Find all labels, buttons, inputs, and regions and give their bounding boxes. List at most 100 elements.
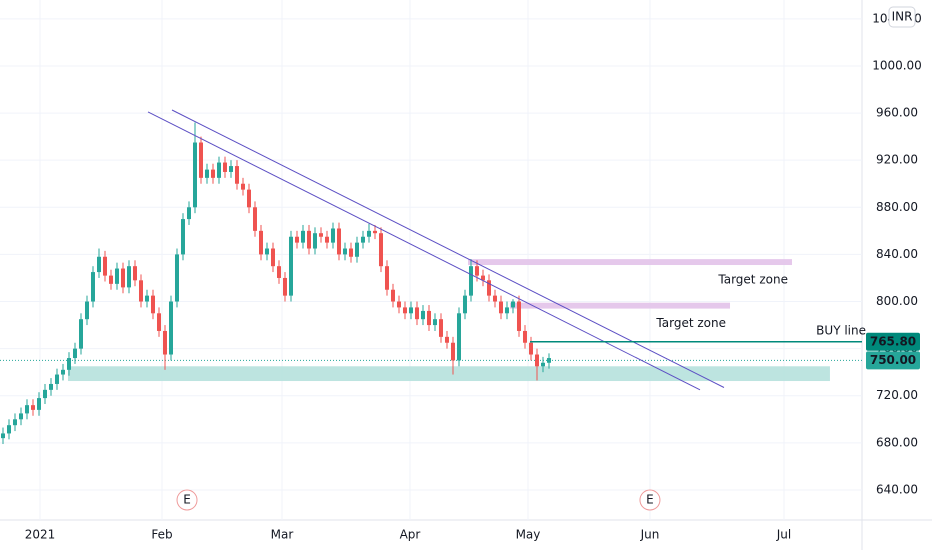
y-tick-label: 840.00 <box>876 247 918 261</box>
candle-body <box>534 354 539 367</box>
candle-body <box>168 301 173 355</box>
candle-body <box>12 419 17 426</box>
y-tick-label: 640.00 <box>876 482 918 496</box>
candle-body <box>312 233 317 249</box>
event-marker <box>639 489 661 511</box>
candle-body <box>150 295 155 314</box>
x-tick-label: Mar <box>271 528 294 542</box>
candle-body <box>384 266 389 290</box>
candle-body <box>288 236 293 296</box>
candle-body <box>144 295 149 302</box>
candle-body <box>114 268 119 284</box>
candle-body <box>180 219 185 255</box>
candle-body <box>162 330 167 355</box>
candle-body <box>228 166 233 172</box>
candle-body <box>78 319 83 349</box>
candle-body <box>468 266 473 296</box>
candle-body <box>402 307 407 314</box>
candle-body <box>420 310 425 320</box>
y-tick-label: 720.00 <box>876 388 918 402</box>
candle-body <box>216 162 221 178</box>
candle-body <box>324 236 329 243</box>
buy-line-label: BUY line <box>816 323 866 337</box>
y-tick-label: 960.00 <box>876 106 918 120</box>
trend-line <box>147 111 701 391</box>
candle-body <box>330 228 335 243</box>
x-tick-label: Jul <box>776 528 791 542</box>
candle-body <box>234 166 239 184</box>
candle-body <box>426 310 431 326</box>
candle-body <box>30 405 35 410</box>
candle-body <box>138 280 143 302</box>
candle-body <box>522 330 527 343</box>
zone-label: Target zone <box>717 273 788 287</box>
candle-body <box>270 248 275 267</box>
candle-body <box>342 248 347 255</box>
candle-body <box>528 342 533 355</box>
candle-body <box>474 266 479 276</box>
candle-body <box>210 169 215 178</box>
candle-body <box>126 266 131 288</box>
candle-body <box>432 319 437 326</box>
candle-body <box>336 228 341 255</box>
price-badge-label: 750.00 <box>870 353 916 367</box>
candle-body <box>66 358 71 370</box>
price-badge <box>866 332 920 351</box>
candle-body <box>348 248 353 257</box>
candle-body <box>510 301 515 308</box>
x-tick-label: Jun <box>640 528 660 542</box>
candle-body <box>516 301 521 331</box>
candle-body <box>366 230 371 237</box>
candle-body <box>96 256 101 273</box>
candle-body <box>186 207 191 220</box>
candle-body <box>492 295 497 302</box>
candle-body <box>264 248 269 255</box>
candle-body <box>36 398 41 410</box>
candle-body <box>480 275 485 281</box>
candle-body <box>198 142 203 178</box>
x-tick-label: 2021 <box>25 528 56 542</box>
price-badge-label: 765.80 <box>870 334 916 348</box>
event-label: E <box>646 493 654 507</box>
candle-body <box>462 295 467 314</box>
candle-body <box>192 142 197 208</box>
candle-body <box>282 277 287 296</box>
x-tick-label: May <box>516 528 541 542</box>
candle-body <box>132 266 137 281</box>
candle-body <box>18 413 23 420</box>
candle-body <box>6 425 11 434</box>
y-tick-label: 880.00 <box>876 200 918 214</box>
zone <box>509 302 731 309</box>
zone <box>67 366 830 382</box>
candle-body <box>54 374 59 384</box>
candle-body <box>72 348 77 359</box>
candle-body <box>102 256 107 276</box>
axis-layer: 640.00680.00720.00760.00800.00840.00880.… <box>25 6 922 542</box>
candle-body <box>60 369 65 375</box>
candle-body <box>378 233 383 267</box>
y-tick-label: 1000.00 <box>872 58 922 72</box>
candle-body <box>486 280 491 296</box>
y-tick-label: 800.00 <box>876 294 918 308</box>
candle-body <box>276 266 281 278</box>
candle-body <box>222 162 227 172</box>
candle-body <box>42 389 47 399</box>
candle-body <box>294 236 299 243</box>
y-tick-label: 920.00 <box>876 153 918 167</box>
event-label: E <box>183 493 191 507</box>
candle-body <box>108 275 113 284</box>
currency-badge <box>888 6 916 28</box>
candle-body <box>258 230 263 255</box>
candle-body <box>546 358 551 363</box>
candle-body <box>372 230 377 234</box>
candle-body <box>438 319 443 337</box>
candle-body <box>390 289 395 302</box>
candle-body <box>456 313 461 361</box>
candle-body <box>0 433 5 439</box>
candle-body <box>318 233 323 237</box>
candle-body <box>354 242 359 257</box>
candle-body <box>120 268 125 288</box>
candle-body <box>540 362 545 367</box>
